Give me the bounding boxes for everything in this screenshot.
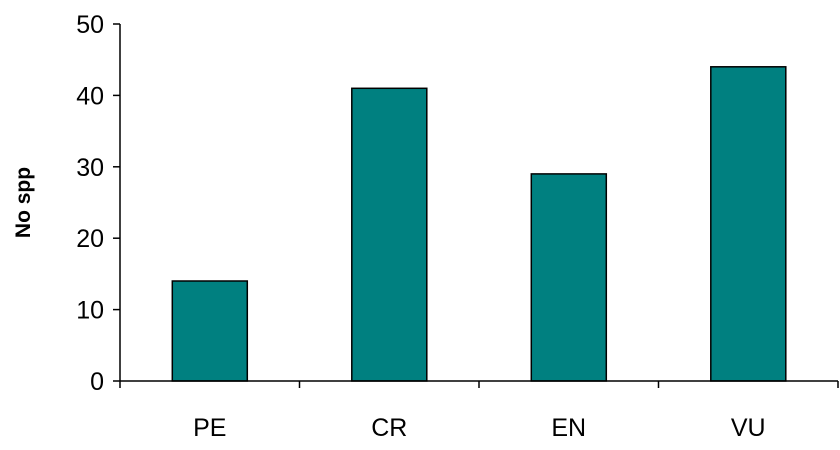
bars-group (171, 66, 787, 382)
bar-cr (351, 87, 428, 382)
x-category-label: EN (551, 414, 586, 442)
x-category-label: VU (731, 414, 766, 442)
bar-pe (171, 280, 249, 382)
y-tick-label: 20 (76, 225, 104, 253)
bar-vu (710, 66, 787, 382)
y-tick-label: 10 (76, 297, 104, 325)
y-tick-label: 50 (76, 11, 104, 39)
bar-en (530, 173, 608, 382)
y-tick-label: 0 (90, 368, 104, 396)
y-tick-label: 40 (76, 82, 104, 110)
y-tick-label: 30 (76, 154, 104, 182)
x-category-label: CR (371, 414, 407, 442)
y-axis-label: No spp (12, 167, 35, 238)
y-ticks-group: 0 10 20 30 40 50 (76, 11, 839, 396)
x-categories-group: PE CR EN VU (193, 414, 766, 442)
x-category-label: PE (193, 414, 226, 442)
